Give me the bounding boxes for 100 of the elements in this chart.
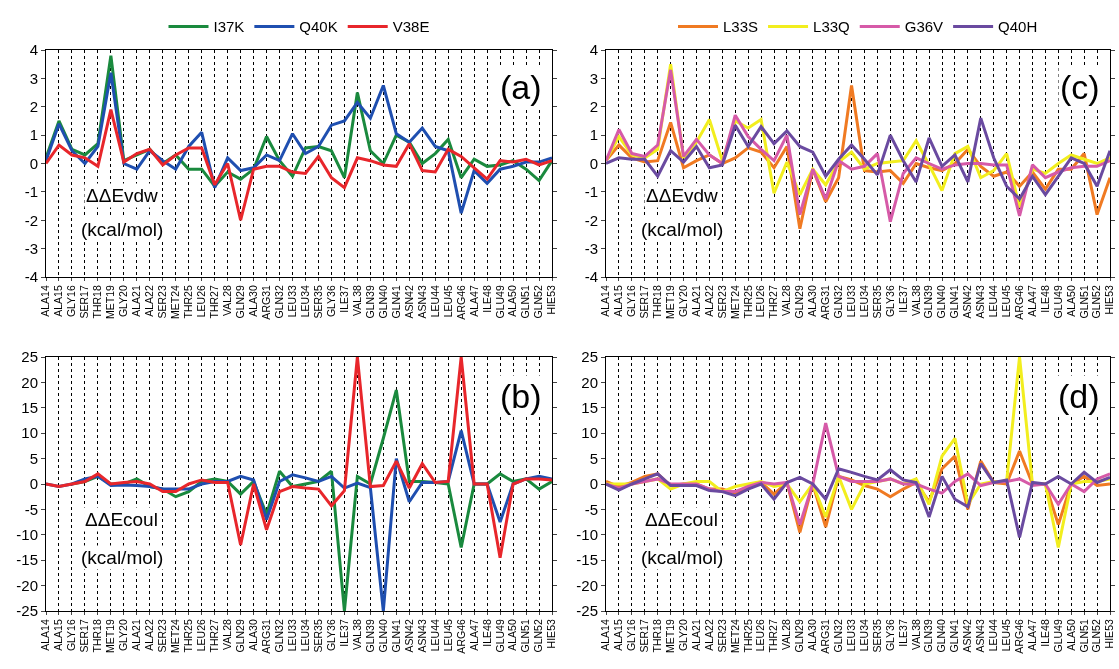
x-tick-label: SER17 xyxy=(638,285,651,319)
x-tick-label: THR27 xyxy=(767,619,780,653)
legend-label: V38E xyxy=(392,18,430,36)
y-tick-label: -4 xyxy=(584,268,598,286)
x-tick-label: VAL28 xyxy=(221,619,234,650)
x-tick-label: LEU26 xyxy=(754,285,767,318)
x-tick-label: GLN41 xyxy=(948,285,961,319)
x-tick-label: GLN29 xyxy=(793,619,806,653)
x-tick-label: ALA47 xyxy=(1025,619,1038,651)
x-tick-label: ALA30 xyxy=(806,619,819,651)
x-tick-label: ARG46 xyxy=(1012,285,1025,320)
y-tick-label: 5 xyxy=(29,449,38,467)
y-tick-label: -3 xyxy=(24,239,38,257)
y-tick-label: 15 xyxy=(581,399,598,417)
y-tick-label: -4 xyxy=(24,268,38,286)
x-tick-label: ALA15 xyxy=(612,619,625,651)
x-tick-label: GLN39 xyxy=(363,619,376,653)
legend-label: Q40H xyxy=(998,18,1038,36)
x-tick-label: ASN43 xyxy=(415,619,428,653)
x-tick-label: MET24 xyxy=(169,619,182,654)
y-tick-label: -1 xyxy=(24,183,38,201)
y-tick-label: -25 xyxy=(16,602,38,620)
y-tick-label: 0 xyxy=(29,154,38,172)
x-tick-label: LEU44 xyxy=(428,285,441,318)
x-tick-label: GLY16 xyxy=(65,285,78,318)
x-tick-label: ASN42 xyxy=(961,619,974,653)
legend-label: Q40K xyxy=(299,18,338,36)
y-tick-label: 20 xyxy=(21,373,38,391)
y-tick-label: -25 xyxy=(576,602,598,620)
x-tick-label: THR18 xyxy=(91,619,104,653)
x-tick-label: GLN51 xyxy=(1077,285,1090,319)
x-tick-label: GLY20 xyxy=(676,285,689,318)
annotation: ΔΔEvdw xyxy=(646,185,719,206)
x-tick-label: ASN43 xyxy=(974,285,987,319)
x-tick-label: ILE37 xyxy=(337,285,350,313)
x-tick-label: VAL38 xyxy=(350,619,363,650)
x-tick-label: GLN40 xyxy=(376,619,389,653)
x-tick-label: GLN52 xyxy=(1090,619,1103,653)
x-tick-label: VAL28 xyxy=(780,619,793,650)
y-tick-label: -2 xyxy=(584,211,598,229)
x-tick-label: ALA47 xyxy=(467,619,480,651)
x-tick-label: HIE53 xyxy=(1103,619,1116,649)
y-tick-label: 15 xyxy=(21,399,38,417)
y-tick-label: 0 xyxy=(589,154,598,172)
x-tick-label: GLN51 xyxy=(1077,619,1090,653)
x-tick-label: LEU33 xyxy=(285,285,298,318)
x-tick-label: THR18 xyxy=(651,285,664,319)
y-tick-label: 10 xyxy=(581,424,598,442)
x-tick-label: GLY16 xyxy=(625,619,638,652)
x-tick-label: LEU44 xyxy=(987,619,1000,652)
x-tick-label: ALA22 xyxy=(702,285,715,317)
x-tick-label: LEU45 xyxy=(441,285,454,318)
x-tick-label: LEU33 xyxy=(844,285,857,318)
x-tick-label: SER23 xyxy=(715,285,728,319)
x-tick-label: MET19 xyxy=(104,619,117,654)
x-tick-label: GLY20 xyxy=(676,619,689,652)
x-tick-label: THR27 xyxy=(208,619,221,653)
x-tick-label: ALA21 xyxy=(689,285,702,317)
legend-label: L33S xyxy=(723,18,759,36)
x-tick-label: SER17 xyxy=(78,619,91,653)
y-tick-label: 0 xyxy=(29,475,38,493)
x-tick-label: LEU45 xyxy=(1000,619,1013,652)
x-tick-label: ALA14 xyxy=(39,619,52,651)
y-tick-label: 1 xyxy=(29,126,38,144)
annotation: (kcal/mol) xyxy=(641,219,724,240)
x-tick-label: ALA14 xyxy=(39,285,52,317)
y-tick-label: -2 xyxy=(24,211,38,229)
x-tick-label: GLN41 xyxy=(389,285,402,319)
x-tick-label: GLN29 xyxy=(234,285,247,319)
annotation: (kcal/mol) xyxy=(81,219,164,240)
x-tick-label: SER35 xyxy=(870,285,883,319)
y-tick-label: 20 xyxy=(581,373,598,391)
x-tick-label: ILE37 xyxy=(337,619,350,647)
x-tick-label: ILE48 xyxy=(1038,285,1051,313)
x-tick-label: THR25 xyxy=(182,285,195,319)
x-tick-label: GLU49 xyxy=(1051,285,1064,319)
x-tick-label: GLY36 xyxy=(883,285,896,318)
x-tick-label: GLN32 xyxy=(832,619,845,653)
y-tick-label: 25 xyxy=(581,348,598,366)
x-tick-label: GLN29 xyxy=(234,619,247,653)
x-tick-label: ALA30 xyxy=(247,285,259,317)
x-tick-label: THR18 xyxy=(651,619,664,653)
x-tick-label: MET19 xyxy=(104,285,117,320)
x-tick-label: HIE53 xyxy=(545,619,558,649)
x-tick-label: SER17 xyxy=(78,285,91,319)
y-tick-label: -15 xyxy=(16,551,38,569)
x-tick-label: GLU49 xyxy=(493,285,506,319)
x-tick-label: MET24 xyxy=(728,619,741,654)
x-tick-label: GLN40 xyxy=(935,619,948,653)
x-tick-label: SER23 xyxy=(156,619,169,653)
x-tick-label: LEU45 xyxy=(441,619,454,652)
x-tick-label: LEU26 xyxy=(195,619,208,652)
y-tick-label: -1 xyxy=(584,183,598,201)
line-series xyxy=(46,108,552,222)
x-tick-label: LEU34 xyxy=(857,285,870,318)
x-tick-label: ASN43 xyxy=(415,285,428,319)
y-tick-label: 3 xyxy=(29,69,38,87)
y-tick-label: -10 xyxy=(16,526,38,544)
x-tick-label: GLN32 xyxy=(272,619,285,653)
y-tick-label: 2 xyxy=(589,98,598,115)
